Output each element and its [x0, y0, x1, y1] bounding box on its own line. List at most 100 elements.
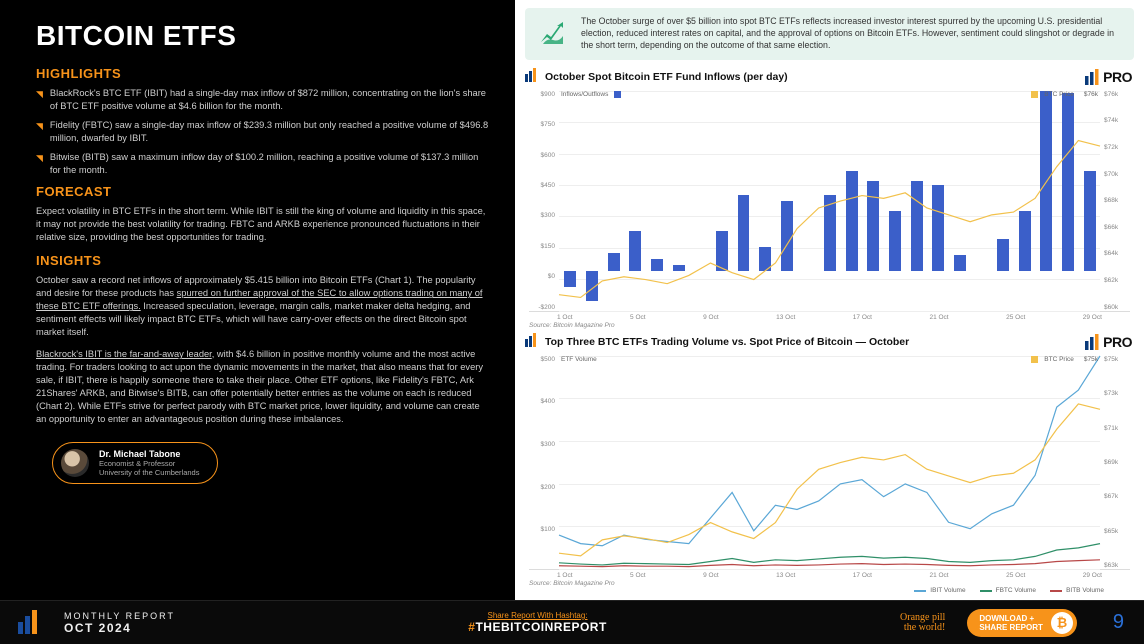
chart1-legend-left-label: Inflows/Outflows	[561, 91, 608, 98]
axis-label: 1 Oct	[557, 572, 573, 579]
report-date: MONTHLY REPORT OCT 2024	[64, 611, 175, 635]
legend-swatch	[914, 590, 926, 592]
logo-bars-icon	[525, 333, 539, 352]
logo-bars-icon	[525, 68, 539, 87]
legend-label: BITB Volume	[1066, 587, 1104, 594]
axis-label: 21 Oct	[929, 314, 948, 321]
insights-p1: October saw a record net inflows of appr…	[36, 274, 491, 339]
legend-swatch	[1031, 356, 1038, 363]
forecast-text: Expect volatility in BTC ETFs in the sho…	[36, 205, 491, 244]
bullet-text: BlackRock's BTC ETF (IBIT) had a single-…	[50, 87, 491, 112]
legend-swatch	[1031, 91, 1038, 98]
chart1-area: Inflows/Outflows BTC Price $76k $900 $750…	[529, 91, 1130, 312]
download-button-text: DOWNLOAD + SHARE REPORT	[979, 614, 1043, 632]
highlights-list: ◥BlackRock's BTC ETF (IBIT) had a single…	[36, 87, 491, 176]
legend-item: BITB Volume	[1050, 587, 1104, 594]
axis-label: 9 Oct	[703, 314, 719, 321]
axis-label: $66k	[1104, 224, 1132, 231]
slogan-line2: the world!	[900, 623, 945, 633]
share-hashtag-text: THEBITCOINREPORT	[475, 620, 606, 634]
axis-label: $68k	[1104, 197, 1132, 204]
btn-line2: SHARE REPORT	[979, 623, 1043, 632]
chart1-y-right: $76k$74k$72k$70k$68k$66k$64k$62k$60k	[1104, 91, 1132, 311]
chart2-legend-right-label: BTC Price	[1044, 356, 1074, 363]
share-hashtag: #THEBITCOINREPORT	[468, 620, 607, 634]
pro-logo: PRO	[1085, 69, 1132, 85]
axis-label: 17 Oct	[853, 572, 872, 579]
page-title: BITCOIN ETFS	[36, 20, 491, 52]
legend-swatch	[980, 590, 992, 592]
legend-item: IBIT Volume	[914, 587, 965, 594]
page-number: 9	[1113, 611, 1124, 634]
footer-line1: MONTHLY REPORT	[64, 611, 175, 621]
axis-label: $0	[527, 273, 555, 280]
axis-label: $100	[527, 526, 555, 533]
axis-label: $67k	[1104, 493, 1132, 500]
chart1-plot	[559, 91, 1100, 311]
chart2-y-left: $500$400$300$200$100	[527, 356, 555, 569]
axis-label: $70k	[1104, 171, 1132, 178]
axis-label: $69k	[1104, 459, 1132, 466]
axis-label: $600	[527, 152, 555, 159]
axis-label: $72k	[1104, 144, 1132, 151]
bull-icon	[537, 20, 569, 48]
chart1-price-sample: $76k	[1084, 91, 1098, 98]
bullet-item: ◥Fidelity (FBTC) saw a single-day max in…	[36, 119, 491, 144]
axis-label: 29 Oct	[1083, 314, 1102, 321]
forecast-heading: FORECAST	[36, 184, 491, 199]
axis-label: 13 Oct	[776, 572, 795, 579]
chart2-legend-left-label: ETF Volume	[561, 356, 597, 363]
axis-label: $450	[527, 182, 555, 189]
btn-line1: DOWNLOAD +	[979, 614, 1043, 623]
author-card: Dr. Michael Tabone Economist & Professor…	[52, 442, 218, 484]
axis-label: $64k	[1104, 250, 1132, 257]
left-panel: BITCOIN ETFS HIGHLIGHTS ◥BlackRock's BTC…	[0, 0, 515, 600]
bullet-item: ◥Bitwise (BITB) saw a maximum inflow day…	[36, 151, 491, 176]
axis-label: $400	[527, 398, 555, 405]
axis-label: $500	[527, 356, 555, 363]
share-line1[interactable]: Share Report With Hashtag:	[468, 611, 607, 620]
author-role2: University of the Cumberlands	[99, 468, 199, 477]
axis-label: 29 Oct	[1083, 572, 1102, 579]
footer-line2: OCT 2024	[64, 621, 175, 635]
slogan: Orange pill the world!	[900, 613, 945, 633]
chart2-title: Top Three BTC ETFs Trading Volume vs. Sp…	[545, 336, 909, 348]
chart2-block: Top Three BTC ETFs Trading Volume vs. Sp…	[525, 331, 1134, 594]
chart2-legend-left: ETF Volume	[561, 356, 597, 363]
logo-bars-icon	[1085, 69, 1101, 85]
chart2-plot	[559, 356, 1100, 569]
axis-label: $300	[527, 441, 555, 448]
chart2-area: ETF Volume BTC Price $75k $500$400$300$2…	[529, 356, 1130, 570]
chart1-legend-left: Inflows/Outflows	[561, 91, 621, 98]
author-role1: Economist & Professor	[99, 459, 199, 468]
chart2-x-axis: 1 Oct5 Oct9 Oct13 Oct17 Oct21 Oct25 Oct2…	[525, 570, 1134, 579]
chart1-title: October Spot Bitcoin ETF Fund Inflows (p…	[545, 71, 788, 83]
chart1-block: October Spot Bitcoin ETF Fund Inflows (p…	[525, 66, 1134, 329]
axis-label: $150	[527, 243, 555, 250]
axis-label: $300	[527, 212, 555, 219]
axis-label: $71k	[1104, 425, 1132, 432]
axis-label: 21 Oct	[929, 572, 948, 579]
axis-label: $63k	[1104, 562, 1132, 569]
axis-label: $750	[527, 121, 555, 128]
author-text: Dr. Michael Tabone Economist & Professor…	[99, 449, 199, 477]
legend-item: FBTC Volume	[980, 587, 1036, 594]
footer-logo-icon	[16, 610, 44, 636]
highlights-heading: HIGHLIGHTS	[36, 66, 491, 81]
axis-label: 25 Oct	[1006, 314, 1025, 321]
chart1-source: Source: Bitcoin Magazine Pro	[525, 321, 1134, 329]
axis-label: $900	[527, 91, 555, 98]
slogan-line1: Orange pill	[900, 613, 945, 623]
author-name: Dr. Michael Tabone	[99, 449, 199, 459]
axis-label: $60k	[1104, 304, 1132, 311]
chart1-legend-right-label: BTC Price	[1044, 91, 1074, 98]
axis-label: 13 Oct	[776, 314, 795, 321]
download-share-button[interactable]: DOWNLOAD + SHARE REPORT ₿	[967, 609, 1077, 637]
author-avatar	[61, 449, 89, 477]
axis-label: -$200	[527, 304, 555, 311]
callout-box: The October surge of over $5 billion int…	[525, 8, 1134, 60]
chart2-bottom-legend: IBIT Volume FBTC Volume BITB Volume	[525, 587, 1134, 594]
callout-text: The October surge of over $5 billion int…	[581, 16, 1122, 52]
chart1-x-axis: 1 Oct5 Oct9 Oct13 Oct17 Oct21 Oct25 Oct2…	[525, 312, 1134, 321]
axis-label: $62k	[1104, 277, 1132, 284]
